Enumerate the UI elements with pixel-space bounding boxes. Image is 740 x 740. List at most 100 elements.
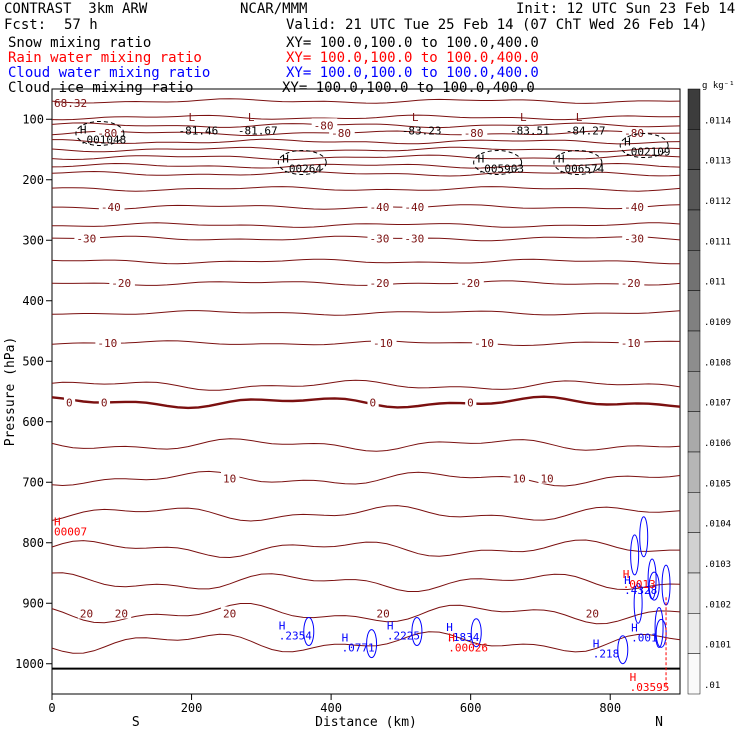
temperature-contour [51, 170, 681, 177]
colorbar-tick-label: .0104 [704, 520, 731, 530]
contour-label-bg [622, 199, 648, 212]
contour-label: 0 [467, 396, 474, 409]
snow-max-marker: H [558, 152, 565, 165]
colorbar-unit: g kg⁻¹ [702, 81, 735, 91]
contour-label-bg [461, 126, 488, 139]
rain-max-marker: H [623, 568, 630, 581]
x-tick-label: 0 [48, 701, 55, 715]
minimum-marker: L [412, 111, 419, 124]
contour-label-bg [370, 336, 397, 349]
temperature-contour [51, 572, 681, 592]
contour-label: -20 [369, 277, 389, 290]
contour-label: -10 [621, 337, 641, 350]
cloud-water-max-marker: H [342, 632, 349, 645]
x-tick-label: 400 [320, 701, 342, 715]
temperature-contour [51, 222, 681, 228]
contour-label-bg [374, 606, 393, 619]
cloud-water-contour [647, 558, 657, 600]
minimum-marker: L [189, 111, 196, 124]
valid-time: Valid: 21 UTC Tue 25 Feb 14 (07 ChT Wed … [286, 17, 708, 33]
colorbar-tick-label: .0108 [704, 358, 731, 368]
temperature-contour [51, 310, 681, 316]
colorbar-tick-label: .0109 [704, 318, 731, 328]
y-tick-label: 900 [22, 596, 44, 610]
minimum-marker: L [576, 111, 583, 124]
contour-label-bg [510, 471, 529, 484]
contour-label-bg [109, 276, 135, 289]
temperature-contour [51, 186, 681, 192]
colorbar-tick-label: .011 [704, 278, 726, 288]
snow-contour [553, 149, 603, 175]
cloud-water-contour [648, 571, 660, 601]
rain-max-value: 00007 [54, 525, 87, 538]
minimum-value: -83.51 [510, 124, 550, 137]
contour-label: 20 [115, 608, 128, 621]
snow-max-marker: H [80, 123, 87, 136]
contour-label: -40 [101, 201, 121, 214]
contour-label: -30 [624, 232, 644, 245]
snow-contour [277, 149, 327, 175]
temperature-contour [51, 130, 681, 137]
contour-label-bg [95, 126, 121, 139]
temperature-contour [52, 138, 681, 145]
temperature-contour [51, 340, 681, 347]
colorbar-segment [687, 451, 701, 493]
contour-label-bg [458, 276, 484, 289]
cloud-water-max-value: .0771 [342, 642, 375, 655]
snow-max-marker: H [282, 152, 289, 165]
snow-max-value: .002109 [624, 146, 670, 159]
contour-label-bg [95, 336, 121, 349]
contour-label: -80 [464, 127, 484, 140]
fcst-value: 57 h [64, 17, 98, 33]
colorbar-tick-label: .0106 [704, 439, 731, 449]
temperature-contour [51, 395, 681, 410]
temperature-contour [51, 146, 681, 153]
contour-label: -20 [111, 277, 131, 290]
contour-label-bg [98, 395, 111, 408]
contour-label: -30 [404, 232, 424, 245]
field-snow-name: Snow mixing ratio [8, 35, 152, 51]
colorbar-tick-label: .0114 [704, 116, 731, 126]
contour-label: 0 [369, 396, 376, 409]
colorbar-tick-label: .0111 [704, 237, 731, 247]
contour-label-bg [618, 276, 645, 289]
colorbar-segment [687, 88, 701, 130]
cloud-water-max-marker: H [631, 621, 638, 634]
contour-label: -30 [369, 232, 389, 245]
contour-label-bg [311, 118, 338, 131]
y-tick-label: 1000 [15, 657, 44, 671]
contour-label-bg [618, 336, 645, 349]
colorbar-segment [687, 169, 701, 211]
y-tick-label: 600 [22, 415, 44, 429]
contour-label-bg [472, 336, 498, 349]
temperature-contour [51, 154, 681, 161]
rain-max-marker: H [630, 671, 637, 684]
temperature-contour [51, 280, 681, 286]
minimum-value: -83.23 [402, 124, 442, 137]
temperature-contour [51, 438, 681, 452]
temperature-contour [51, 122, 681, 129]
contour-label-bg [220, 471, 240, 484]
north-label: N [655, 715, 663, 730]
temperature-contour [51, 379, 681, 391]
colorbar-tick-label: .0113 [704, 157, 731, 167]
contour-label: -80 [97, 127, 117, 140]
colorbar-segment [687, 209, 701, 251]
contour-label: 10 [540, 473, 553, 486]
contour-label: -10 [373, 337, 393, 350]
temperature-contour [51, 162, 681, 169]
temperature-contour [51, 258, 681, 265]
contour-label-bg [402, 231, 428, 244]
colorbar-tick-label: .0101 [704, 641, 731, 651]
cloud-water-contour [639, 516, 649, 558]
snow-max-value: .00264 [282, 162, 322, 175]
contour-label: -20 [621, 277, 641, 290]
cloud-water-max-marker: H [279, 620, 286, 633]
contour-label: -40 [369, 201, 389, 214]
colorbar-segment [687, 330, 701, 372]
temperature-contour [51, 470, 681, 487]
contour-label: 10 [223, 473, 236, 486]
colorbar-tick-label: .0112 [704, 197, 731, 207]
colorbar-segment [687, 492, 701, 533]
